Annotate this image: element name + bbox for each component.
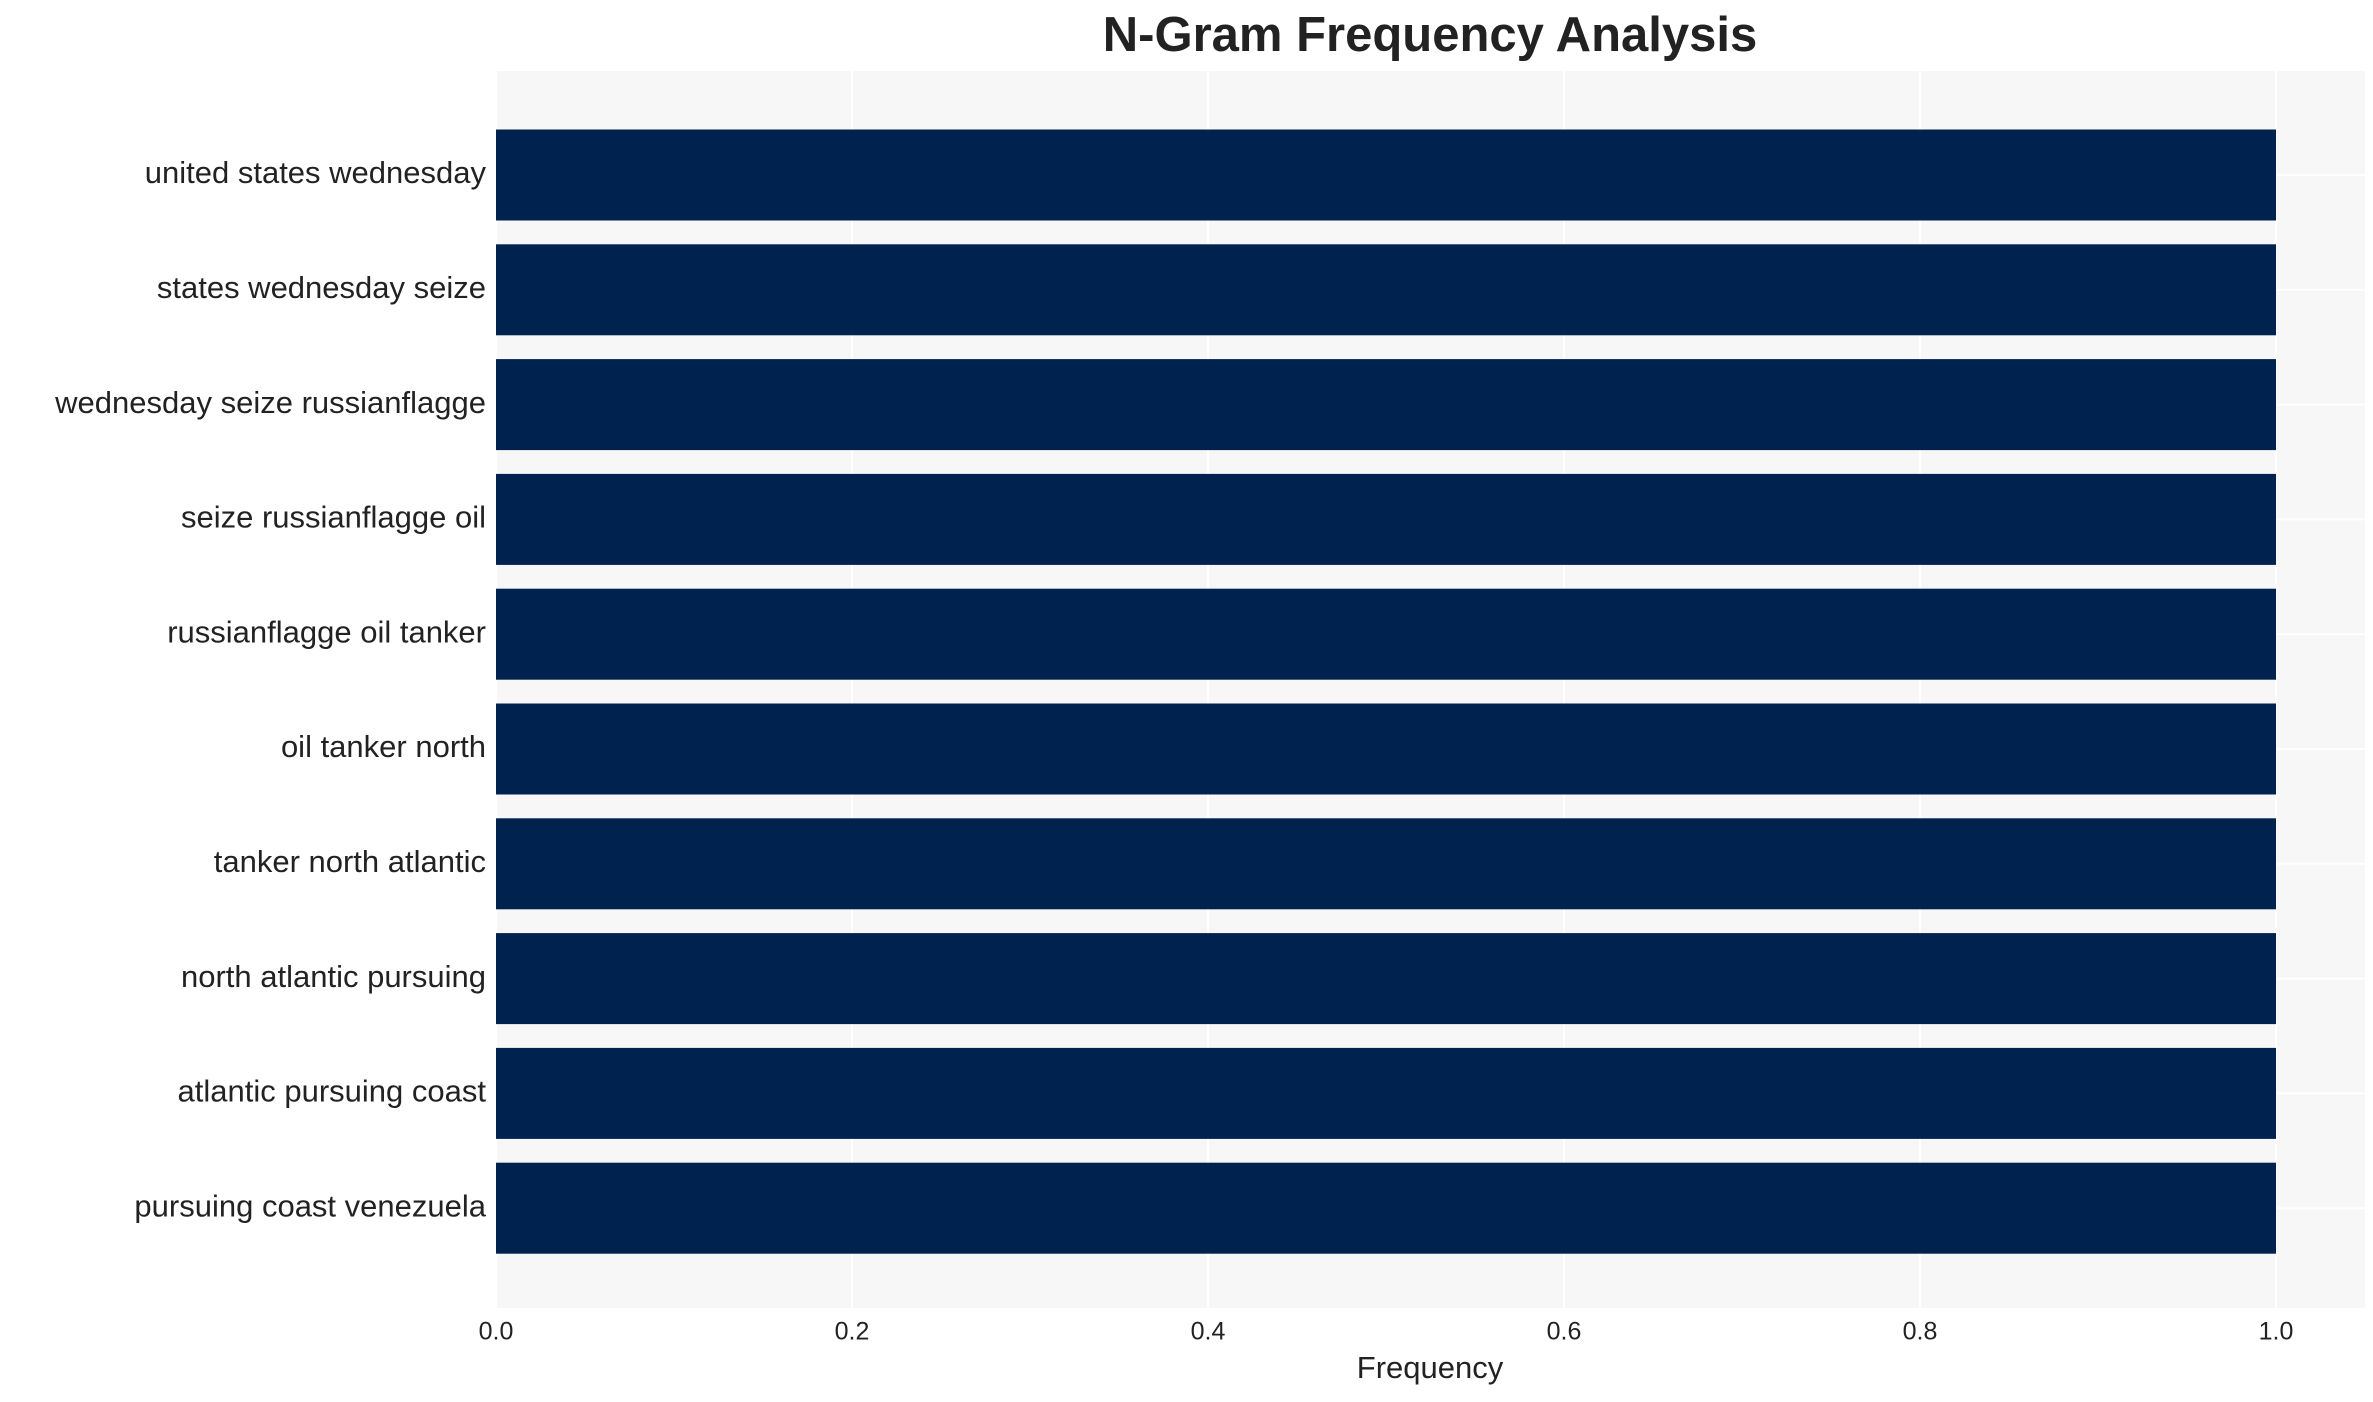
x-tick-label: 0.8 (1903, 1318, 1938, 1346)
bar (496, 1047, 2276, 1139)
bar (496, 818, 2276, 910)
x-tick-label: 0.6 (1547, 1318, 1582, 1346)
y-tick-label: oil tanker north (281, 729, 486, 764)
y-tick-label: atlantic pursuing coast (178, 1074, 487, 1109)
chart-title: N-Gram Frequency Analysis (1103, 8, 1757, 62)
x-tick-label: 0.0 (479, 1318, 514, 1346)
y-tick-label: seize russianflagge oil (181, 500, 486, 535)
bar (496, 933, 2276, 1025)
y-tick-label: pursuing coast venezuela (134, 1188, 486, 1223)
y-tick-label: north atlantic pursuing (181, 959, 486, 994)
bar (496, 588, 2276, 680)
bar (496, 129, 2276, 221)
y-tick-label: united states wednesday (145, 155, 487, 190)
x-tick-label: 0.2 (835, 1318, 870, 1346)
bar (496, 244, 2276, 336)
bar (496, 473, 2276, 565)
y-tick-label: wednesday seize russianflagge (54, 385, 486, 420)
y-tick-label: russianflagge oil tanker (167, 614, 486, 649)
x-tick-label: 1.0 (2259, 1318, 2294, 1346)
bar (496, 1162, 2276, 1254)
y-tick-label: states wednesday seize (157, 270, 486, 305)
y-tick-label: tanker north atlantic (214, 844, 486, 879)
x-axis-label: Frequency (1357, 1350, 1504, 1385)
bar (496, 359, 2276, 451)
x-tick-label: 0.4 (1191, 1318, 1226, 1346)
bar (496, 703, 2276, 795)
